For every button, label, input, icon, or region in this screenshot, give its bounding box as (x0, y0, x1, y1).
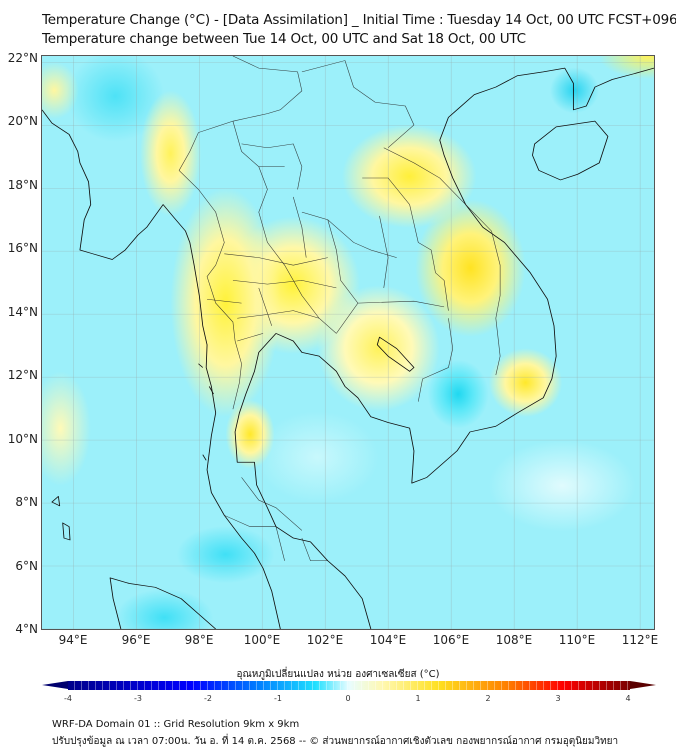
lat-tick-label: 10°N (7, 431, 38, 446)
colorbar-tick-label: -1 (274, 694, 282, 703)
tonle-sap-lake (376, 336, 415, 372)
coastline-hainan (532, 120, 609, 181)
coastline-peninsula-east (234, 333, 372, 629)
lat-tick-label: 12°N (7, 368, 38, 383)
colorbar-label: อุณหภูมิเปลี่ยนแปลง หน่วย องศาเซลเซียส (… (236, 669, 440, 680)
lat-tick-label: 18°N (7, 177, 38, 192)
coastline-myanmar-peninsula-west (42, 109, 281, 629)
lat-tick-label: 4°N (15, 622, 38, 636)
lon-tick-label: 104°E (369, 633, 407, 647)
chart-title: Temperature Change (°C) - [Data Assimila… (42, 12, 676, 28)
lat-tick-label: 16°N (7, 241, 38, 256)
colorbar-gradient (68, 681, 630, 690)
colorbar-tick-label: 3 (555, 694, 561, 703)
lat-tick-label: 22°N (7, 51, 38, 65)
lon-tick-label: 96°E (121, 633, 151, 647)
footer-model-info: WRF-DA Domain 01 :: Grid Resolution 9km … (52, 719, 300, 730)
lat-tick-label: 20°N (7, 114, 38, 129)
colorbar-tick-label: -4 (64, 694, 72, 703)
colorbar-tick-label: -3 (134, 694, 142, 703)
colorbar-max-extend (630, 681, 656, 689)
coastline-indochina (275, 67, 654, 484)
lat-tick-label: 14°N (7, 304, 38, 319)
colorbar-tick-label: 0 (345, 694, 351, 703)
colorbar (42, 681, 656, 690)
border-china (178, 56, 303, 171)
map-overlay (42, 56, 654, 629)
colorbar-min-extend (42, 681, 68, 689)
border-thailand-cambodia (336, 300, 445, 334)
border-laos-china (301, 60, 415, 148)
lon-tick-label: 108°E (495, 633, 533, 647)
border-laos-vietnam (383, 147, 501, 376)
border-cambodia-vietnam (417, 318, 454, 402)
lon-tick-label: 112°E (621, 633, 659, 647)
lat-tick-label: 6°N (15, 558, 38, 573)
lon-tick-label: 110°E (558, 633, 596, 647)
footer-credit: ปรับปรุงข้อมูล ณ เวลา 07:00น. วัน อ. ที่… (52, 736, 619, 747)
border-mekong (362, 177, 449, 311)
colorbar-tick-label: 1 (415, 694, 421, 703)
colorbar-tick-label: 2 (485, 694, 491, 703)
thai-provinces (207, 121, 397, 562)
border-thailand-myanmar (178, 170, 242, 410)
islands (51, 363, 214, 541)
lon-tick-label: 102°E (306, 633, 344, 647)
lon-tick-label: 98°E (184, 633, 214, 647)
lat-tick-label: 8°N (15, 495, 38, 510)
coastline-sumatra (109, 577, 216, 629)
temperature-change-map (41, 55, 655, 630)
lon-tick-label: 106°E (432, 633, 470, 647)
lon-tick-label: 100°E (243, 633, 281, 647)
lon-tick-label: 94°E (58, 633, 88, 647)
colorbar-tick-label: 4 (625, 694, 631, 703)
colorbar-tick-label: -2 (204, 694, 212, 703)
chart-subtitle: Temperature change between Tue 14 Oct, 0… (42, 31, 526, 47)
gridlines (42, 56, 654, 629)
